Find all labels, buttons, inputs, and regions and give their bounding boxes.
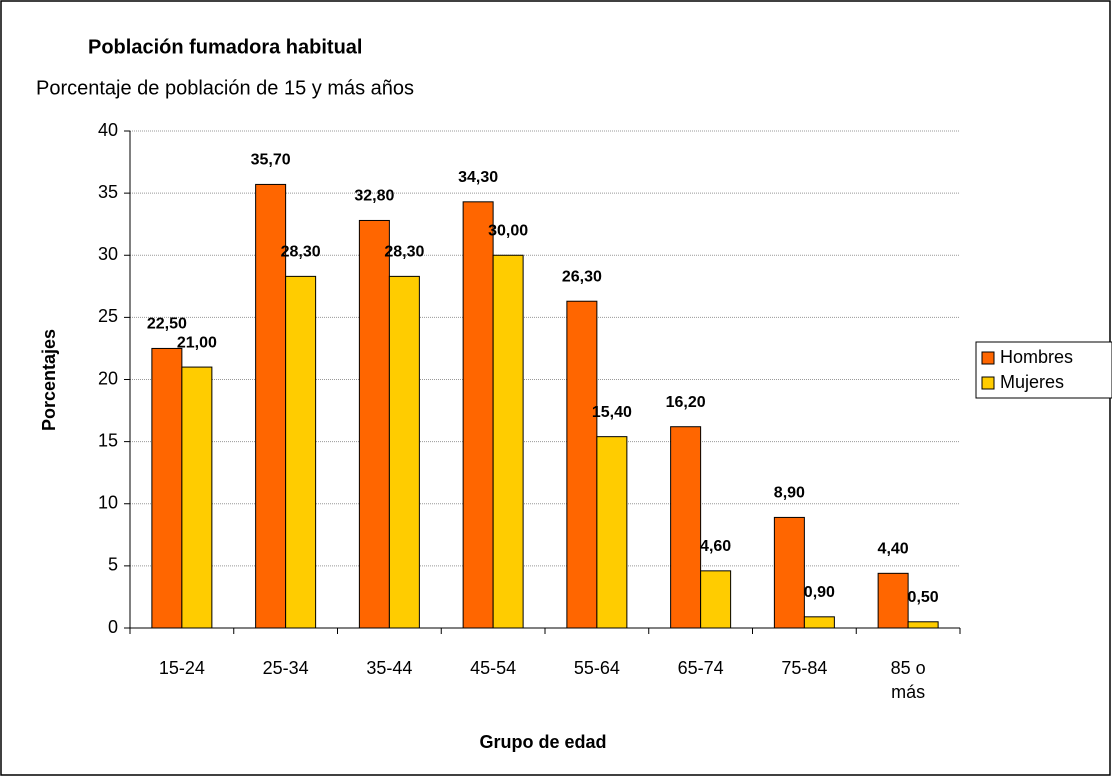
legend-label: Hombres: [1000, 347, 1073, 367]
bar: [596, 436, 628, 629]
x-tick-label: 75-84: [781, 658, 828, 678]
value-label: 21,00: [177, 334, 217, 351]
bar: [877, 572, 909, 629]
x-tick-label: 35-44: [366, 658, 413, 678]
value-label: 8,90: [774, 485, 805, 502]
value-label: 16,20: [666, 394, 706, 411]
bar: [803, 616, 835, 629]
bar: [358, 219, 390, 629]
bar: [492, 254, 524, 629]
value-label: 30,00: [488, 222, 528, 239]
value-label: 4,40: [878, 541, 909, 558]
value-label: 0,50: [908, 589, 939, 606]
x-tick-label: 45-54: [470, 658, 517, 678]
x-tick-label: 25-34: [262, 658, 309, 678]
y-tick-label: 30: [98, 244, 118, 264]
legend-label: Mujeres: [1000, 372, 1064, 392]
y-tick-label: 35: [98, 182, 118, 202]
bar: [285, 275, 317, 629]
y-tick-label: 5: [108, 555, 118, 575]
bar: [566, 300, 598, 629]
bar: [255, 183, 287, 629]
bar: [181, 366, 213, 629]
value-label: 28,30: [384, 244, 424, 261]
y-tick-label: 40: [98, 120, 118, 140]
bar: [907, 621, 939, 629]
legend-box: [975, 341, 1112, 399]
legend-swatch: [981, 351, 995, 365]
y-axis-title: Porcentajes: [39, 329, 59, 431]
chart-title: Población fumadora habitual: [88, 36, 362, 58]
bar: [700, 570, 732, 629]
x-tick-label: 15-24: [158, 658, 205, 678]
bar: [462, 201, 494, 629]
bar: [670, 426, 702, 629]
y-tick-label: 20: [98, 368, 118, 388]
bar: [773, 516, 805, 629]
x-tick-label: 65-74: [677, 658, 724, 678]
value-label: 35,70: [251, 152, 291, 169]
value-label: 15,40: [592, 404, 632, 421]
value-label: 4,60: [700, 538, 731, 555]
value-label: 26,30: [562, 268, 602, 285]
value-label: 0,90: [804, 584, 835, 601]
y-tick-label: 10: [98, 493, 118, 513]
bar: [151, 347, 183, 629]
x-tick-label: 85 o más: [890, 658, 926, 702]
chart-subtitle: Porcentaje de población de 15 y más años: [36, 77, 414, 99]
legend-swatch: [981, 376, 995, 390]
value-label: 28,30: [281, 244, 321, 261]
y-tick-label: 25: [98, 306, 118, 326]
y-tick-label: 15: [98, 430, 118, 450]
value-label: 32,80: [354, 188, 394, 205]
value-label: 22,50: [147, 316, 187, 333]
y-tick-label: 0: [108, 617, 118, 637]
bar: [388, 275, 420, 629]
x-tick-label: 55-64: [573, 658, 620, 678]
x-axis-title: Grupo de edad: [479, 732, 606, 752]
value-label: 34,30: [458, 169, 498, 186]
